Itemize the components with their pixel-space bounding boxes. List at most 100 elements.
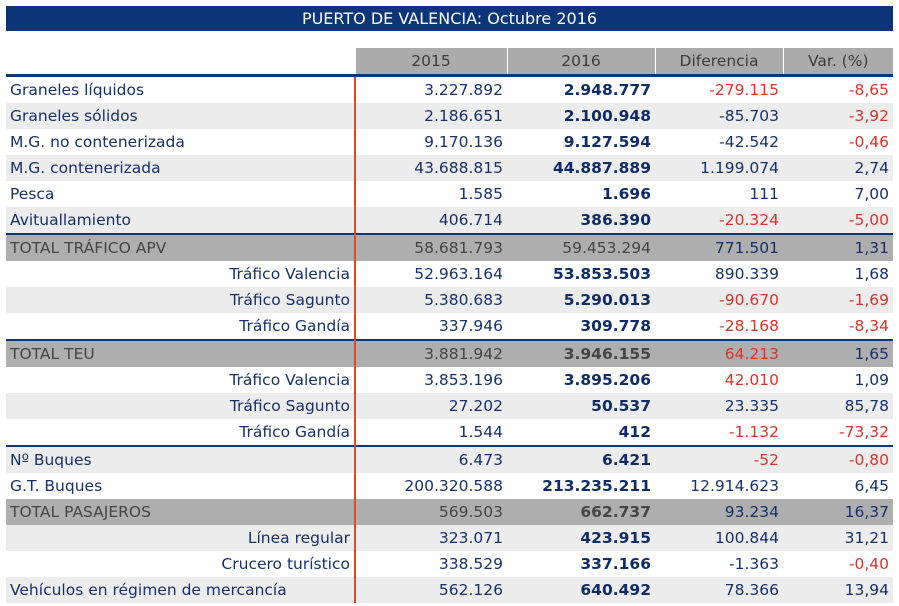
row-label: Tráfico Gandía [6, 313, 356, 340]
table-row: Tráfico Gandía 1.544 412 -1.132 -73,32 [6, 419, 893, 446]
value-var: -8,34 [848, 317, 889, 335]
value-diferencia: 100.844 [655, 525, 783, 551]
table-row: TOTAL TEU 3.881.942 3.946.155 64.213 1,65 [6, 339, 893, 367]
value-2015: 337.946 [438, 317, 503, 335]
value-2016: 337.166 [580, 555, 651, 573]
header-blank [6, 48, 355, 77]
table-row: Tráfico Sagunto 5.380.683 5.290.013 -90.670… [6, 287, 893, 313]
table-row: TOTAL PASAJEROS 569.503 662.737 93.234 16,37 [6, 499, 893, 525]
value-2016: 640.492 [507, 577, 655, 603]
value-var: -3,92 [783, 103, 893, 129]
row-label: Tráfico Sagunto [6, 287, 356, 313]
value-2015: 3.881.942 [355, 339, 507, 367]
value-var: -5,00 [783, 207, 893, 234]
value-var: 13,94 [783, 577, 893, 603]
value-diferencia: -52 [655, 445, 783, 473]
row-label: Crucero turístico [6, 551, 356, 577]
value-diferencia: -1.363 [729, 555, 779, 573]
row-label: Avituallamiento [6, 207, 356, 234]
value-diferencia: 1.199.074 [655, 155, 783, 181]
table-row: Línea regular 323.071 423.915 100.844 31,21 [6, 525, 893, 551]
value-2016: 53.853.503 [552, 265, 651, 283]
value-diferencia: -20.324 [655, 207, 783, 234]
table-row: Tráfico Valencia 52.963.164 53.853.503 890.… [6, 261, 893, 287]
value-2015: 6.473 [355, 445, 507, 473]
value-diferencia: -90.670 [655, 287, 783, 313]
value-2016: 3.946.155 [507, 339, 655, 367]
value-2016: 59.453.294 [507, 233, 655, 261]
value-diferencia: 12.914.623 [690, 477, 779, 495]
row-label: Nº Buques [6, 445, 356, 473]
row-label: Pesca [6, 181, 356, 207]
value-var: -0,80 [783, 445, 893, 473]
table-title: PUERTO DE VALENCIA: Octubre 2016 [6, 6, 893, 31]
table-row: Nº Buques 6.473 6.421 -52 -0,80 [6, 445, 893, 473]
value-diferencia: 93.234 [655, 499, 783, 525]
row-label: G.T. Buques [6, 473, 356, 499]
value-var: 31,21 [783, 525, 893, 551]
header-row: 2015 2016 Diferencia Var. (%) [6, 48, 893, 77]
value-2015: 2.186.651 [355, 103, 507, 129]
table-row: TOTAL TRÁFICO APV 58.681.793 59.453.294 771… [6, 233, 893, 261]
row-label: M.G. no contenerizada [6, 129, 356, 155]
value-var: 7,00 [854, 185, 889, 203]
table-row: M.G. no contenerizada 9.170.136 9.127.594 -… [6, 129, 893, 155]
value-2015: 27.202 [355, 393, 507, 419]
table-row: Avituallamiento 406.714 386.390 -20.324 -5,0… [6, 207, 893, 234]
value-2016: 662.737 [507, 499, 655, 525]
value-var: -73,32 [839, 423, 889, 441]
value-var: 85,78 [783, 393, 893, 419]
value-var: 2,74 [783, 155, 893, 181]
value-diferencia: 23.335 [655, 393, 783, 419]
value-2016: 6.421 [507, 445, 655, 473]
value-2015: 3.227.892 [424, 81, 503, 99]
header-2016: 2016 [506, 48, 655, 77]
table-row: G.T. Buques 200.320.588 213.235.211 12.914.… [6, 473, 893, 499]
row-label: Vehículos en régimen de mercancía [6, 577, 356, 603]
value-2015: 58.681.793 [355, 233, 507, 261]
value-diferencia: 771.501 [655, 233, 783, 261]
header-diferencia: Diferencia [654, 48, 783, 77]
table-row: Vehículos en régimen de mercancía 562.126… [6, 577, 893, 603]
value-2015: 338.529 [438, 555, 503, 573]
value-2016: 2.948.777 [563, 81, 651, 99]
table-row: Tráfico Gandía 337.946 309.778 -28.168 -8,34 [6, 313, 893, 340]
value-2016: 213.235.211 [542, 477, 651, 495]
row-label: Tráfico Gandía [6, 419, 356, 446]
header-var: Var. (%) [782, 48, 893, 77]
value-2015: 323.071 [355, 525, 507, 551]
value-var: 1,31 [783, 233, 893, 261]
row-label: TOTAL TEU [6, 339, 356, 367]
value-2016: 44.887.889 [507, 155, 655, 181]
table-row: Graneles líquidos 3.227.892 2.948.777 -279.… [6, 75, 893, 103]
value-var: -8,65 [848, 81, 889, 99]
value-2015: 43.688.815 [355, 155, 507, 181]
traffic-table: 2015 2016 Diferencia Var. (%) Graneles l… [6, 48, 893, 603]
value-diferencia: 64.213 [655, 339, 783, 367]
value-2015: 52.963.164 [414, 265, 503, 283]
value-2016: 50.537 [507, 393, 655, 419]
row-label: Tráfico Valencia [6, 261, 356, 287]
value-2016: 309.778 [580, 317, 651, 335]
row-label: M.G. contenerizada [6, 155, 356, 181]
row-label: Tráfico Valencia [6, 367, 356, 393]
value-var: 1,09 [854, 371, 889, 389]
value-2016: 9.127.594 [563, 133, 651, 151]
value-diferencia: 42.010 [724, 371, 779, 389]
value-var: -0,46 [848, 133, 889, 151]
value-var: 1,68 [854, 265, 889, 283]
value-diferencia: -42.542 [719, 133, 779, 151]
value-2016: 1.696 [601, 185, 651, 203]
table-row: Tráfico Valencia 3.853.196 3.895.206 42.010… [6, 367, 893, 393]
value-var: -1,69 [783, 287, 893, 313]
value-diferencia: -279.115 [709, 81, 779, 99]
value-2015: 3.853.196 [424, 371, 503, 389]
row-label: TOTAL TRÁFICO APV [6, 233, 356, 261]
value-diferencia: -1.132 [729, 423, 779, 441]
value-2015: 406.714 [355, 207, 507, 234]
value-diferencia: 890.339 [714, 265, 779, 283]
value-var: -0,40 [848, 555, 889, 573]
value-var: 1,65 [783, 339, 893, 367]
row-label: Línea regular [6, 525, 356, 551]
header-2015: 2015 [354, 48, 507, 77]
